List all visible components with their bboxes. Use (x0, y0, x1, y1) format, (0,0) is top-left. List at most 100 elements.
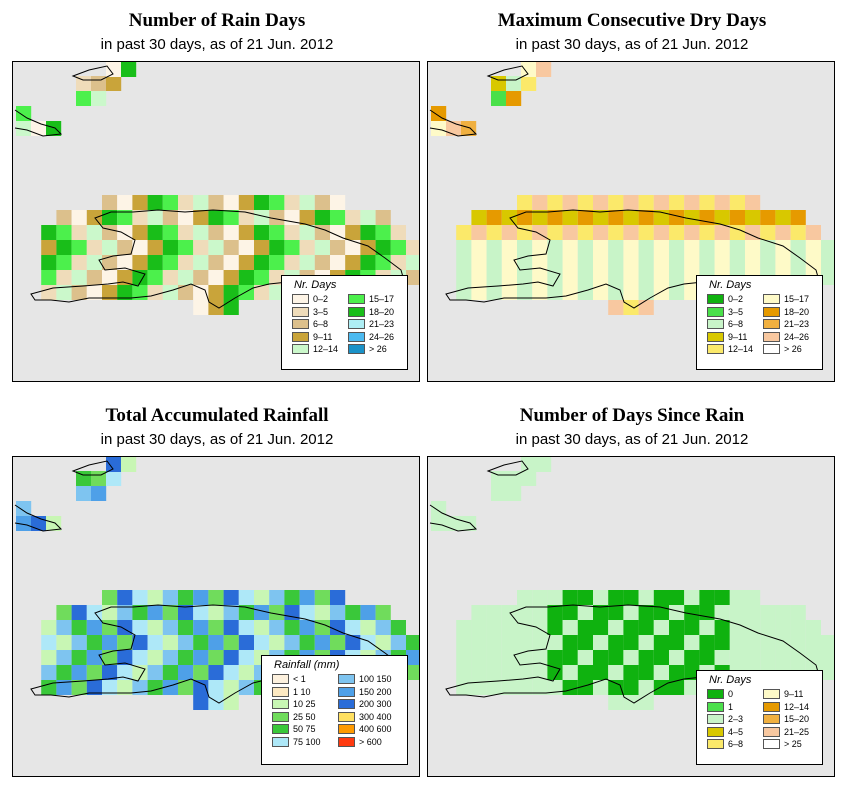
grid-cell (471, 620, 487, 635)
grid-cell (684, 590, 700, 605)
grid-cell (193, 225, 209, 240)
grid-cell (76, 486, 92, 501)
legend-item: 0 (707, 689, 733, 700)
grid-cell (669, 620, 685, 635)
legend-label: 3–5 (728, 306, 744, 317)
grid-cell (521, 471, 537, 486)
grid-cell (254, 605, 270, 620)
panel-title: Number of Rain Days (128, 10, 306, 31)
grid-cell (532, 680, 548, 695)
grid-cell (517, 680, 533, 695)
grid-cell (562, 270, 578, 285)
grid-cell (238, 255, 254, 270)
grid-cell (178, 210, 194, 225)
grid-cell (254, 240, 270, 255)
grid-cell (577, 225, 593, 240)
legend-item: 0–2 (707, 294, 743, 305)
grid-cell (208, 225, 224, 240)
legend-swatch (763, 739, 780, 749)
grid-cell (223, 695, 239, 710)
grid-cell (102, 270, 118, 285)
legend-swatch (292, 331, 309, 342)
grid-cell (623, 605, 639, 620)
grid-cell (623, 635, 639, 650)
grid-cell (577, 620, 593, 635)
grid-cell (669, 285, 685, 300)
grid-cell (684, 650, 700, 665)
grid-cell (608, 605, 624, 620)
grid-cell (547, 635, 563, 650)
legend-item: 300 400 (338, 711, 392, 723)
grid-cell (223, 225, 239, 240)
legend-swatch (272, 674, 289, 684)
grid-cell (821, 665, 834, 680)
grid-cell (208, 240, 224, 255)
legend-item: 6–8 (292, 319, 328, 330)
grid-cell (375, 620, 391, 635)
legend-item: 3–5 (707, 306, 744, 318)
grid-cell (132, 650, 148, 665)
grid-cell (117, 665, 133, 680)
grid-cell (699, 240, 715, 255)
grid-cell (102, 240, 118, 255)
grid-cell (775, 650, 791, 665)
legend-swatch (272, 736, 289, 747)
legend-item: > 26 (763, 344, 802, 355)
grid-cell (193, 635, 209, 650)
grid-cell (106, 457, 122, 472)
legend-item: 4–5 (707, 726, 743, 738)
grid-cell (729, 635, 745, 650)
grid-cell (102, 195, 118, 210)
legend: Nr. Days 0 1 2–3 4–5 6–8 9–11 12–14 15–20 21–25 >… (696, 670, 823, 765)
legend-swatch (272, 686, 289, 697)
grid-cell (102, 255, 118, 270)
grid-cell (314, 195, 330, 210)
grid-cell (775, 240, 791, 255)
grid-cell (729, 590, 745, 605)
grid-cell (178, 590, 194, 605)
legend-swatch (338, 699, 355, 709)
grid-cell (162, 255, 178, 270)
grid-cell (486, 255, 502, 270)
grid-cell (669, 665, 685, 680)
grid-cell (517, 240, 533, 255)
grid-cell (669, 255, 685, 270)
grid-cell (223, 680, 239, 695)
grid-cell (330, 620, 346, 635)
grid-cell (471, 225, 487, 240)
coastline-islands (429, 65, 529, 137)
grid-cell (501, 225, 517, 240)
grid-cell (491, 486, 507, 501)
grid-cell (669, 270, 685, 285)
grid-cell (699, 590, 715, 605)
grid-cell (471, 285, 487, 300)
grid-cell (506, 91, 522, 106)
grid-cell (178, 285, 194, 300)
grid-cell (608, 620, 624, 635)
grid-cell (162, 620, 178, 635)
grid-cell (623, 255, 639, 270)
grid-cell (46, 516, 62, 531)
grid-cell (254, 270, 270, 285)
map-days-since-rain: Nr. Days 0 1 2–3 4–5 6–8 9–11 12–14 15–20 21–25 >… (427, 456, 835, 777)
grid-cell (775, 620, 791, 635)
grid-cell (805, 635, 821, 650)
grid-cell (147, 255, 163, 270)
grid-cell (269, 285, 285, 300)
legend-swatch (292, 306, 309, 317)
grid-cell (345, 255, 361, 270)
grid-cell (102, 285, 118, 300)
legend-label: 400 600 (359, 724, 392, 734)
grid-cell (593, 255, 609, 270)
legend-item: 24–26 (763, 331, 809, 343)
grid-cell (593, 650, 609, 665)
legend-label: 25 50 (293, 711, 316, 722)
grid-cell (147, 240, 163, 255)
legend-item: 9–11 (292, 331, 332, 343)
grid-cell (254, 285, 270, 300)
legend-label: 1 10 (293, 686, 311, 697)
grid-cell (238, 240, 254, 255)
grid-cell (147, 195, 163, 210)
legend-item: 2–3 (707, 714, 743, 725)
grid-cell (521, 62, 537, 77)
